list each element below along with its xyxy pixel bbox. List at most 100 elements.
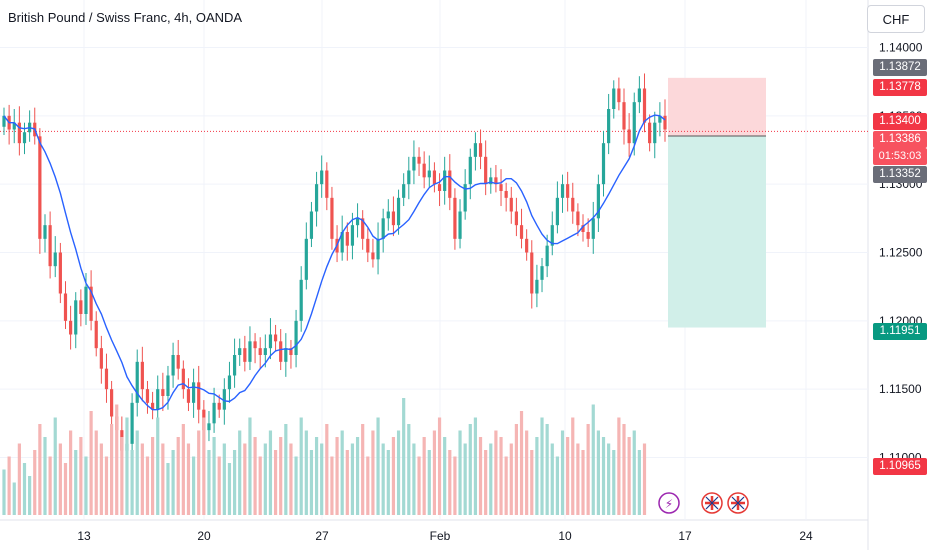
badge-entry: 1.13352 [873, 166, 927, 183]
volume-bar [345, 450, 349, 515]
volume-bar [632, 430, 636, 515]
volume-bar [53, 417, 57, 515]
candle-body [607, 109, 611, 144]
candle-body [402, 184, 406, 198]
candle-body [222, 389, 226, 410]
candle-body [468, 156, 472, 185]
volume-bar [314, 437, 319, 515]
volume-bar [402, 398, 406, 515]
volume-bar [176, 437, 180, 515]
candle-body [555, 197, 559, 226]
volume-bar [294, 456, 298, 515]
volume-bar [391, 437, 396, 515]
candle-body [437, 184, 442, 191]
volume-bar [156, 417, 160, 515]
volume-bar [166, 463, 170, 515]
volume-bar [110, 424, 114, 515]
volume-bar [150, 437, 155, 515]
candle-body [535, 279, 539, 294]
volume-bar [504, 456, 508, 515]
candle-body [571, 197, 575, 212]
badge-high: 1.13872 [873, 59, 927, 76]
volume-bar [17, 443, 21, 515]
badge-target: 1.11951 [873, 323, 927, 340]
candle-body [591, 218, 595, 239]
volume-bar [243, 443, 247, 515]
volume-bar [191, 456, 196, 515]
candle-body [391, 211, 396, 226]
currency-button[interactable]: CHF [867, 5, 925, 33]
volume-bar [130, 450, 134, 515]
candle-body [238, 348, 242, 355]
volume-bar [186, 443, 191, 515]
lightning-icon [658, 492, 680, 514]
candle-body [79, 300, 83, 314]
candle-body [314, 184, 319, 212]
candle-body [381, 218, 385, 239]
volume-bar [304, 430, 308, 515]
volume-bar [69, 430, 73, 515]
candle-body [566, 184, 570, 198]
volume-bar [273, 450, 278, 515]
volume-bar [325, 424, 329, 515]
volume-bar [396, 430, 401, 515]
volume-bar [376, 417, 380, 515]
candle-body [43, 225, 47, 239]
volume-bar [494, 430, 498, 515]
volume-bar [340, 430, 344, 515]
volume-bar [2, 469, 6, 515]
volume-bar [238, 430, 242, 515]
candle-body [181, 368, 185, 390]
volume-bar [596, 430, 600, 515]
candle-body [232, 355, 237, 376]
candle-body [89, 286, 93, 321]
volume-bar [422, 437, 426, 515]
candle-body [443, 170, 447, 191]
volume-bar [535, 437, 539, 515]
time-tick-label: Feb [430, 529, 451, 543]
volume-bar [63, 463, 68, 515]
candle-body [504, 191, 508, 198]
volume-bar [120, 437, 124, 515]
candle-body [596, 184, 600, 219]
candle-body [560, 184, 565, 198]
volume-bar [350, 443, 355, 515]
volume-bar [386, 450, 390, 515]
volume-bar [555, 456, 559, 515]
candle-body [448, 170, 452, 198]
candle-body [371, 252, 375, 260]
candle-body [273, 334, 278, 342]
candle-body [494, 177, 498, 185]
candle-body [550, 225, 554, 246]
candle-body [135, 361, 139, 403]
candle-body [304, 238, 308, 280]
candle-body [12, 122, 16, 130]
take-profit-zone [668, 136, 766, 328]
volume-bar [525, 430, 529, 515]
candle-body [74, 300, 78, 335]
candle-body [99, 348, 103, 369]
volume-bar [104, 456, 109, 515]
candle-body [140, 361, 144, 390]
volume-bar [268, 430, 273, 515]
candle-body [69, 320, 73, 335]
volume-bar [448, 450, 452, 515]
candle-body [186, 389, 191, 403]
candle-body [514, 211, 519, 226]
volume-bar [33, 450, 37, 515]
candle-body [212, 402, 216, 424]
volume-bar [478, 437, 483, 515]
time-tick-label: 20 [197, 529, 211, 543]
time-tick-label: 13 [77, 529, 91, 543]
candle-body [325, 170, 329, 198]
volume-bar [545, 424, 549, 515]
candle-body [320, 170, 324, 185]
candle-body [258, 348, 262, 355]
volume-bar [279, 437, 283, 515]
volume-bar [263, 443, 267, 515]
volume-bar [94, 430, 98, 515]
candle-body [648, 122, 652, 144]
candle-body [279, 341, 283, 362]
candle-body [484, 156, 488, 185]
